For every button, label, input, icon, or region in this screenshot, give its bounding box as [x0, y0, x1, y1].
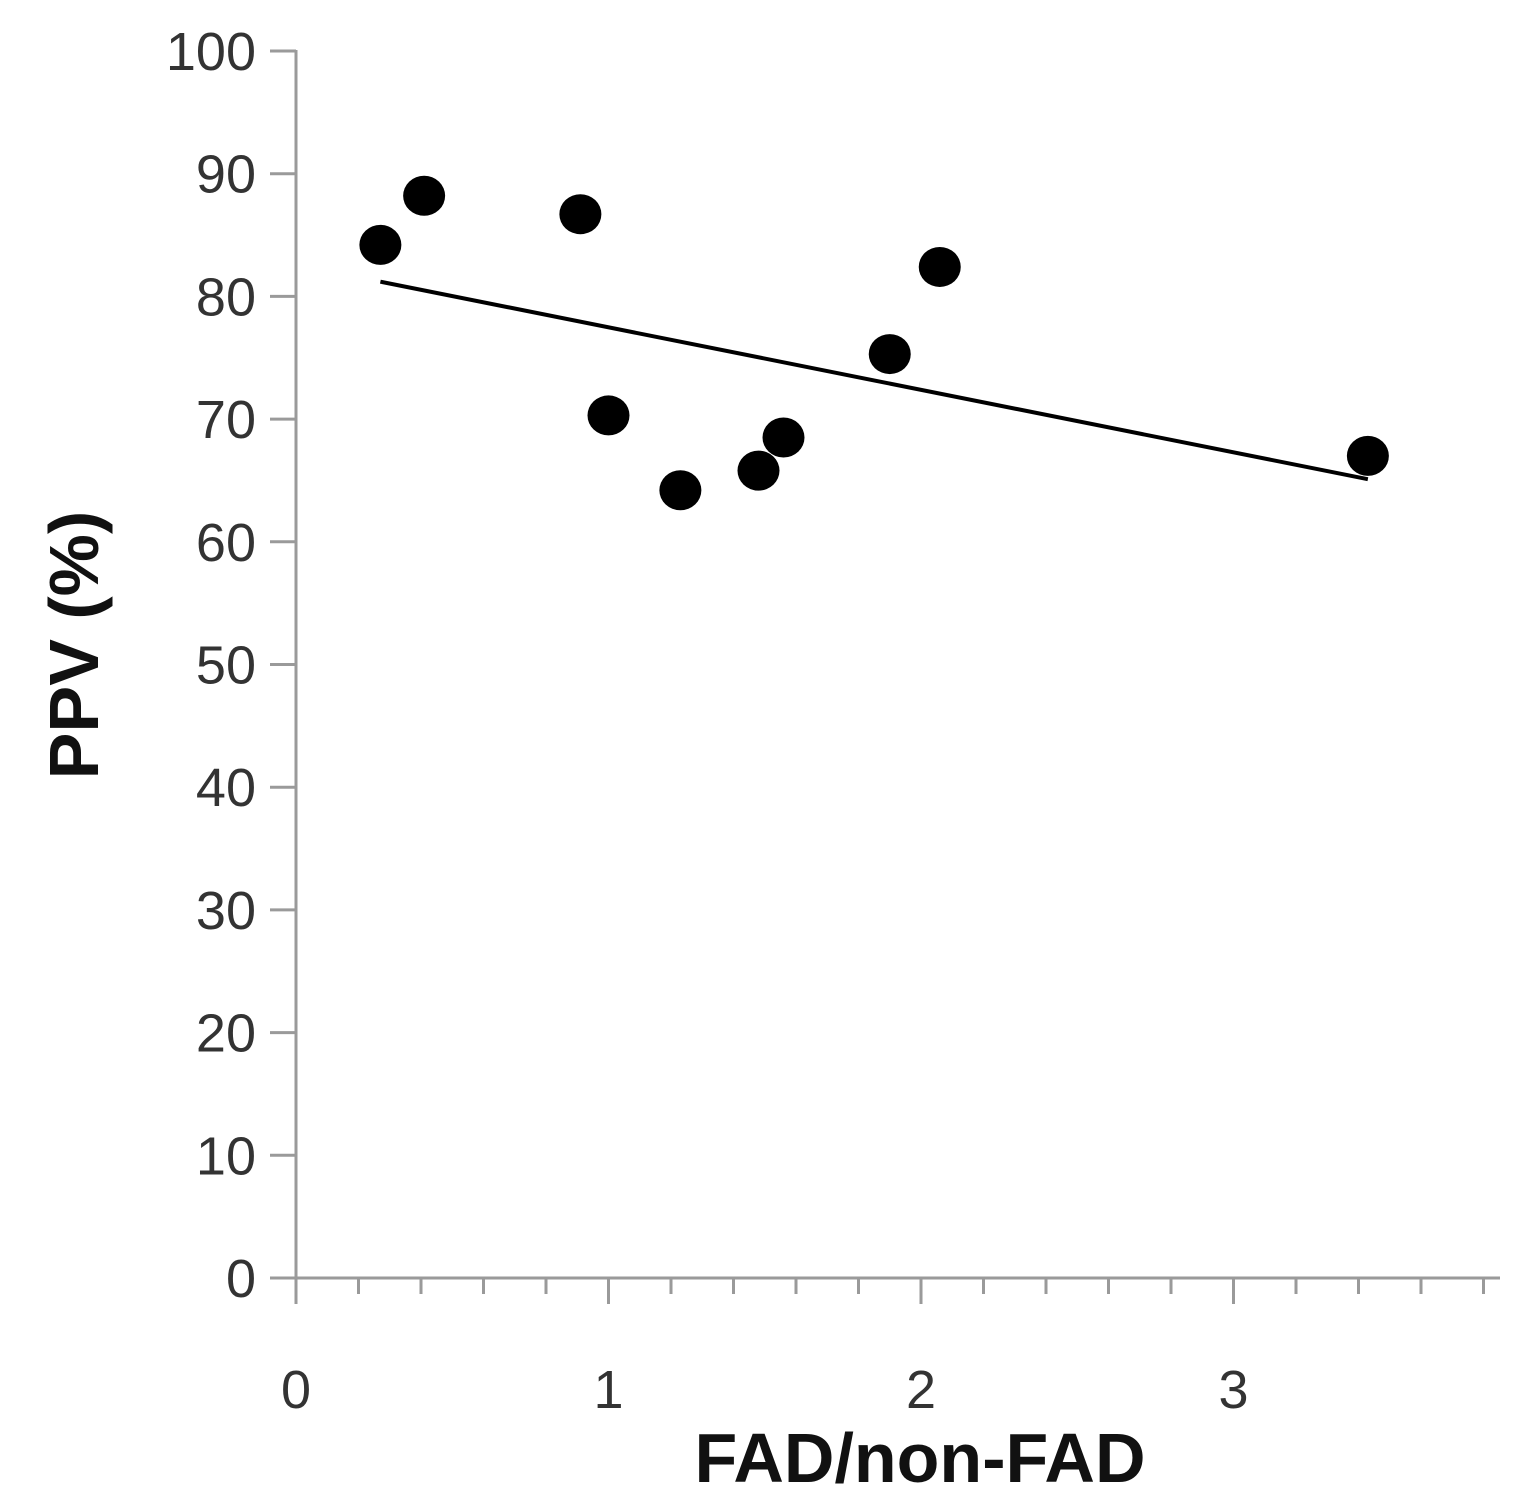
x-tick-label: 3	[1218, 1360, 1248, 1420]
x-tick-label: 0	[281, 1360, 311, 1420]
x-axis-title: FAD/non-FAD	[694, 1419, 1145, 1497]
axes	[294, 50, 1500, 1280]
data-points	[359, 175, 1389, 511]
trendline	[379, 279, 1369, 482]
x-tick-label: 1	[593, 1360, 623, 1420]
y-tick-label: 50	[196, 636, 256, 696]
y-axis-title: PPV (%)	[35, 511, 113, 779]
y-tick-label: 90	[196, 145, 256, 205]
data-point	[403, 175, 446, 216]
data-point	[918, 246, 961, 287]
data-point	[559, 194, 602, 235]
data-point	[1346, 435, 1389, 476]
y-tick-label: 20	[196, 1004, 256, 1064]
y-tick-label: 80	[196, 267, 256, 327]
y-tick-label: 70	[196, 390, 256, 450]
data-point	[359, 224, 402, 265]
y-tick-label: 0	[226, 1249, 256, 1309]
y-tick-label: 60	[196, 513, 256, 573]
x-tick-label: 2	[906, 1360, 936, 1420]
y-tick-label: 100	[166, 22, 256, 82]
y-tick-label: 10	[196, 1126, 256, 1186]
y-tick-label: 40	[196, 758, 256, 818]
data-point	[659, 470, 702, 511]
data-point	[587, 395, 630, 436]
ticks: 0 10 20 30 40 50 60 70 80 90 100 0 1 2 3	[166, 22, 1485, 1420]
data-point	[737, 450, 780, 491]
trendline-group	[379, 279, 1369, 482]
data-point	[762, 417, 805, 458]
y-tick-label: 30	[196, 881, 256, 941]
data-point	[868, 334, 911, 375]
